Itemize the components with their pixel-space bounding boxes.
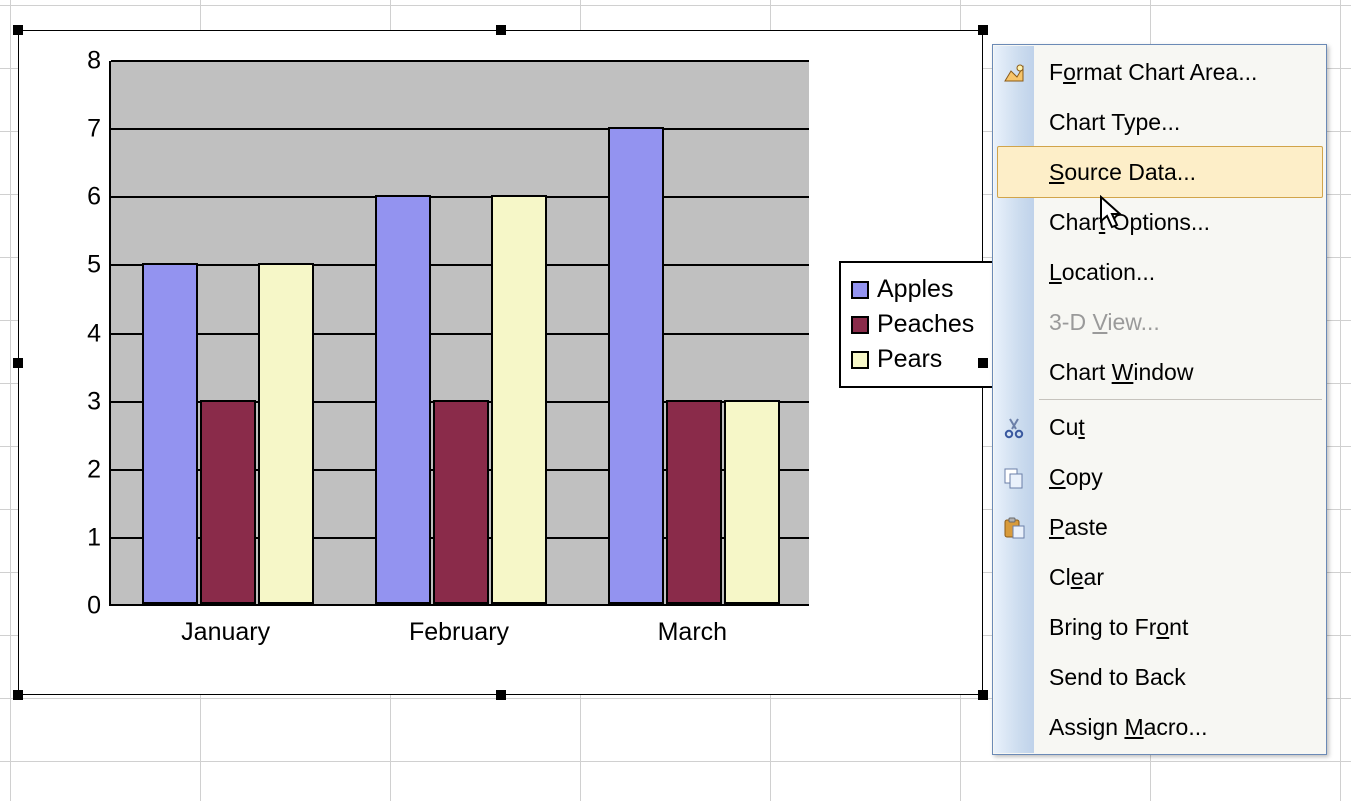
legend-item[interactable]: Peaches: [851, 310, 987, 339]
legend-label: Peaches: [877, 310, 974, 339]
chart-plot-area[interactable]: [109, 61, 809, 606]
menu-item[interactable]: Copy: [1035, 452, 1326, 502]
menu-item[interactable]: Cut: [1035, 402, 1326, 452]
x-axis-tick-label: February: [409, 618, 509, 647]
selection-handle[interactable]: [13, 690, 23, 700]
menu-item-label: Location...: [1049, 259, 1155, 286]
y-axis-tick-label: 2: [71, 455, 101, 484]
chart-gridline: [111, 128, 809, 130]
menu-item[interactable]: Paste: [1035, 502, 1326, 552]
y-axis-tick-label: 6: [71, 183, 101, 212]
chart-legend[interactable]: Apples Peaches Pears: [839, 261, 999, 388]
chart-bar[interactable]: [666, 400, 722, 604]
menu-item[interactable]: Chart Options...: [1035, 197, 1326, 247]
menu-item-label: Cut: [1049, 414, 1085, 441]
chart-bar[interactable]: [258, 263, 314, 604]
chart-gridline: [111, 196, 809, 198]
legend-item[interactable]: Apples: [851, 275, 987, 304]
menu-item: 3-D View...: [1035, 297, 1326, 347]
y-axis-tick-label: 5: [71, 251, 101, 280]
y-axis-tick-label: 1: [71, 523, 101, 552]
chart-bar[interactable]: [375, 195, 431, 604]
chart-context-menu[interactable]: Format Chart Area... Chart Type... Source …: [992, 44, 1327, 755]
menu-item[interactable]: Chart Window: [1035, 347, 1326, 397]
selection-handle[interactable]: [496, 25, 506, 35]
chart-bar[interactable]: [491, 195, 547, 604]
legend-label: Apples: [877, 275, 953, 304]
y-axis-tick-label: 7: [71, 115, 101, 144]
x-axis-tick-label: March: [658, 618, 727, 647]
menu-item-label: Chart Type...: [1049, 109, 1180, 136]
menu-item[interactable]: Source Data...: [997, 146, 1323, 198]
menu-item-label: Paste: [1049, 514, 1108, 541]
menu-item[interactable]: Bring to Front: [1035, 602, 1326, 652]
y-axis-tick-label: 4: [71, 319, 101, 348]
menu-item[interactable]: Chart Type...: [1035, 97, 1326, 147]
chart-bar[interactable]: [608, 127, 664, 604]
y-axis-tick-label: 8: [71, 47, 101, 76]
menu-item-label: Send to Back: [1049, 664, 1186, 691]
legend-item[interactable]: Pears: [851, 345, 987, 374]
selection-handle[interactable]: [978, 25, 988, 35]
chart-bar[interactable]: [724, 400, 780, 604]
menu-item-label: Assign Macro...: [1049, 714, 1208, 741]
selection-handle[interactable]: [496, 690, 506, 700]
legend-swatch: [851, 281, 869, 299]
menu-item[interactable]: Clear: [1035, 552, 1326, 602]
legend-label: Pears: [877, 345, 942, 374]
chart-gridline: [111, 333, 809, 335]
menu-item-label: Source Data...: [1049, 159, 1196, 186]
x-axis-tick-label: January: [181, 618, 270, 647]
menu-item[interactable]: Send to Back: [1035, 652, 1326, 702]
menu-separator: [1039, 399, 1322, 400]
selection-handle[interactable]: [13, 25, 23, 35]
menu-item[interactable]: Location...: [1035, 247, 1326, 297]
menu-item[interactable]: Format Chart Area...: [1035, 47, 1326, 97]
selection-handle[interactable]: [978, 690, 988, 700]
chart-gridline: [111, 264, 809, 266]
menu-item-label: 3-D View...: [1049, 309, 1160, 336]
chart-bar[interactable]: [200, 400, 256, 604]
menu-item-label: Bring to Front: [1049, 614, 1188, 641]
menu-item-label: Format Chart Area...: [1049, 59, 1257, 86]
selection-handle[interactable]: [13, 358, 23, 368]
menu-item-label: Clear: [1049, 564, 1104, 591]
legend-swatch: [851, 351, 869, 369]
y-axis-tick-label: 0: [71, 592, 101, 621]
selection-handle[interactable]: [978, 358, 988, 368]
menu-item-label: Chart Window: [1049, 359, 1193, 386]
chart-object[interactable]: 0 1 2 3 4 5 6 7 8 January February March Apples Pea…: [18, 30, 983, 695]
chart-gridline: [111, 60, 809, 62]
menu-item-label: Chart Options...: [1049, 209, 1210, 236]
chart-bar[interactable]: [433, 400, 489, 604]
y-axis-tick-label: 3: [71, 387, 101, 416]
menu-item-label: Copy: [1049, 464, 1103, 491]
menu-item[interactable]: Assign Macro...: [1035, 702, 1326, 752]
legend-swatch: [851, 316, 869, 334]
chart-bar[interactable]: [142, 263, 198, 604]
